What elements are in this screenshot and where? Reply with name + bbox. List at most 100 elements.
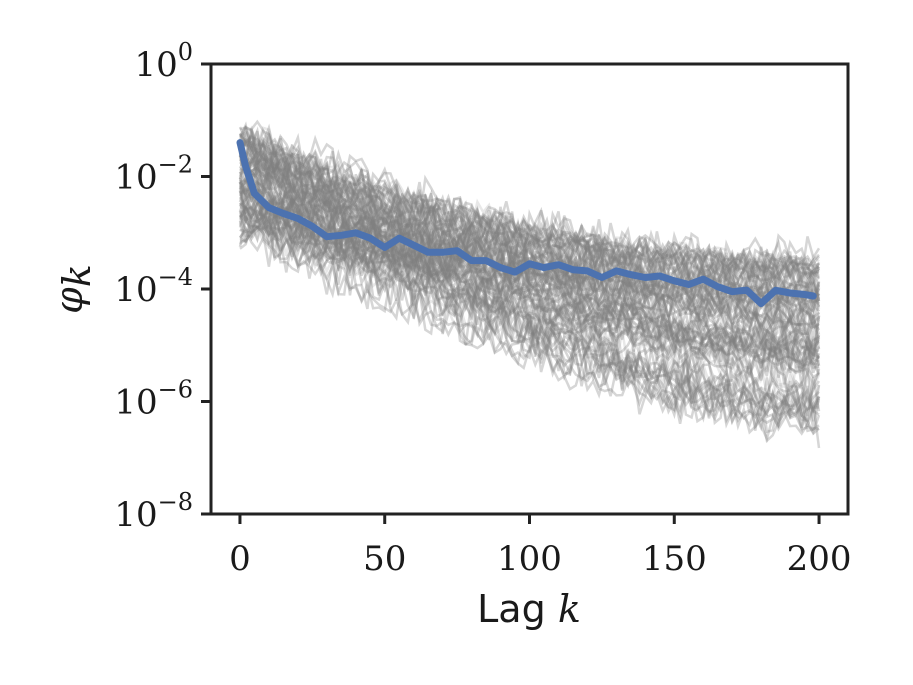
y-axis-ticks: 100 10−2 10−4 10−6 10−8 (114, 38, 211, 535)
sample-line (238, 128, 820, 334)
sample-line (239, 166, 820, 429)
y-tick-label: 10−4 (114, 263, 193, 310)
y-tick-label: 10−2 (114, 151, 193, 198)
sample-line (238, 223, 821, 314)
sample-line (239, 201, 821, 313)
sample-line (239, 130, 821, 321)
sample-line (239, 135, 820, 326)
x-tick-label: 200 (787, 539, 852, 579)
sample-line (239, 123, 821, 322)
sample-line (238, 125, 821, 302)
sample-line (238, 144, 821, 317)
sample-line (239, 206, 820, 379)
sample-line (238, 169, 820, 324)
sample-line (239, 140, 820, 416)
sample-line (238, 181, 820, 369)
sample-line (239, 204, 821, 342)
sample-line (238, 204, 821, 417)
sample-line (238, 185, 821, 272)
sample-line (238, 133, 821, 418)
sample-line (239, 225, 820, 326)
sample-line (238, 152, 820, 286)
sample-line (239, 182, 820, 342)
sample-line (239, 224, 821, 423)
sample-line (239, 199, 821, 361)
sample-line (239, 163, 821, 336)
y-tick-label: 100 (134, 38, 193, 85)
sample-line (238, 134, 820, 367)
sample-line (238, 139, 821, 280)
sample-line (239, 147, 821, 389)
sample-line (238, 171, 820, 368)
sample-line (239, 137, 820, 364)
x-axis-label: Lag k (477, 587, 581, 631)
sample-line (238, 179, 821, 299)
sample-line (238, 185, 820, 297)
sample-line (239, 180, 820, 287)
x-tick-label: 150 (642, 539, 707, 579)
sample-line (238, 121, 820, 436)
sample-line (238, 149, 821, 344)
sample-line (239, 126, 821, 297)
sample-line (239, 157, 820, 280)
sample-line (238, 204, 821, 434)
x-tick-label: 50 (363, 539, 406, 579)
sample-line (239, 156, 821, 366)
sample-line (239, 141, 821, 436)
sample-line (238, 213, 820, 308)
sample-line (239, 218, 821, 370)
sample-line (239, 191, 821, 406)
y-axis-label: φk (47, 264, 99, 314)
sample-line (239, 225, 821, 359)
sample-line (238, 192, 821, 317)
sample-line (239, 146, 820, 272)
sample-line (239, 157, 820, 350)
sample-line (239, 140, 821, 378)
y-tick-label: 10−6 (114, 376, 193, 423)
sample-line (239, 150, 820, 443)
mean-line-group (236, 139, 817, 308)
sample-line (238, 124, 821, 360)
sample-line (238, 181, 820, 428)
sample-line (238, 152, 821, 374)
x-axis-label-word: Lag (477, 587, 558, 631)
sample-line (238, 205, 821, 414)
mean-line (236, 139, 817, 308)
sample-line (239, 119, 820, 304)
sample-line (238, 126, 820, 289)
sample-line (238, 154, 821, 415)
sample-line (239, 125, 821, 374)
sample-line (238, 154, 821, 281)
sample-line (238, 194, 821, 331)
sample-line (238, 124, 821, 384)
sample-line (239, 153, 821, 369)
sample-line (239, 156, 820, 352)
sample-line (239, 203, 820, 378)
sample-line (239, 176, 820, 280)
sample-line (238, 139, 821, 407)
sample-line (238, 140, 820, 284)
sample-line (238, 132, 820, 356)
sample-line (238, 193, 821, 390)
sample-line (238, 192, 821, 371)
sample-line (239, 228, 820, 432)
x-axis-ticks: 0 50 100 150 200 (229, 514, 851, 579)
sample-line (238, 181, 820, 409)
sample-line (238, 221, 821, 365)
sample-line (238, 146, 821, 306)
x-tick-label: 0 (229, 539, 251, 579)
y-axis-label-subscript: k (55, 264, 99, 287)
sample-line (239, 187, 821, 387)
sample-line (238, 184, 820, 279)
sample-line (239, 168, 821, 422)
sample-line (239, 156, 821, 287)
x-tick-label: 100 (497, 539, 562, 579)
sample-line (239, 177, 821, 307)
sample-line (239, 134, 820, 281)
sample-line (238, 169, 821, 336)
sample-line (238, 196, 821, 287)
sample-line (239, 202, 820, 330)
sample-line (239, 169, 820, 278)
y-tick-label: 10−8 (114, 488, 193, 535)
